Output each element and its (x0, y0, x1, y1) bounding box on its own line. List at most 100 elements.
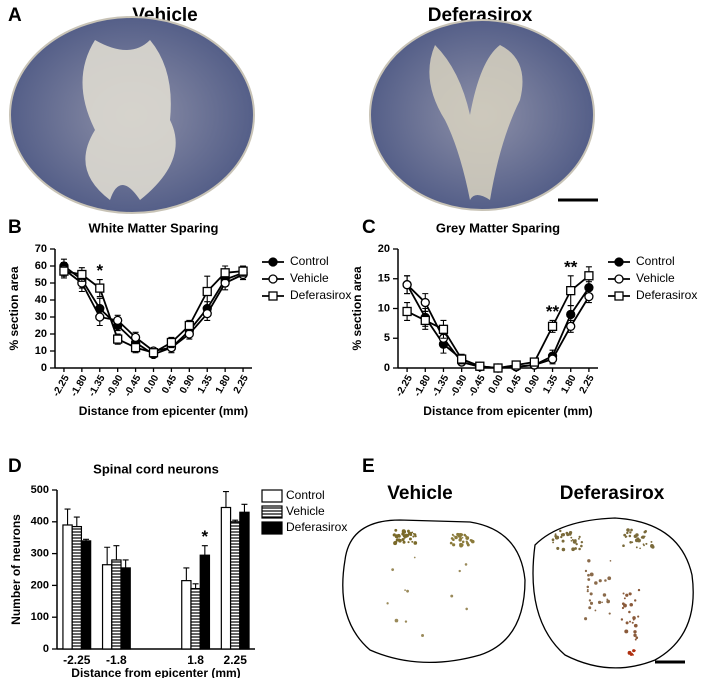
marker (584, 271, 594, 281)
stain-dot (623, 533, 627, 537)
stain-dot (628, 534, 632, 538)
stain-dot (635, 533, 639, 537)
stain-dot (402, 529, 407, 534)
bar (181, 580, 192, 650)
stain-dot (408, 531, 413, 536)
stain-dot (570, 536, 573, 539)
x-tick-label: 0.00 (142, 373, 161, 396)
x-tick-label: 1.8 (187, 653, 204, 667)
x-tick-label: -1.80 (412, 373, 433, 399)
stain-dot (413, 541, 418, 545)
error-bar (104, 546, 111, 565)
x-tick-label: -0.90 (105, 373, 126, 399)
y-tick-label: 0 (41, 362, 47, 374)
stain-dot (578, 535, 581, 538)
stain-dot (450, 537, 454, 540)
x-tick-label: 1.35 (541, 373, 560, 396)
x-tick-label: -1.35 (430, 373, 451, 399)
legend-marker (614, 257, 624, 267)
stain-dot (626, 528, 630, 532)
stain-dot (636, 537, 640, 541)
stain-dot (643, 535, 646, 538)
y-tick-label: 0 (43, 643, 49, 655)
marker (547, 321, 558, 332)
stain-dot (464, 563, 468, 566)
bar (62, 524, 73, 650)
series-line (406, 284, 590, 369)
stain-dot (461, 540, 465, 544)
marker (184, 320, 194, 331)
legend-marker (268, 274, 278, 284)
stain-dot (635, 636, 639, 639)
stain-dot (626, 531, 629, 535)
y-tick-label: 10 (35, 345, 47, 357)
stain-dot (589, 592, 593, 596)
stain-dot (471, 540, 474, 543)
stain-dot (586, 590, 589, 593)
stain-dot (554, 534, 557, 538)
stain-dot (650, 540, 653, 543)
stain-dot (633, 623, 638, 628)
y-tick-label: 70 (35, 243, 47, 255)
stain-dots (386, 528, 655, 656)
legend-label: Control (636, 254, 675, 268)
stain-dot (465, 607, 468, 611)
image-label: Deferasirox (428, 5, 533, 26)
y-tick-label: 5 (384, 332, 390, 344)
y-axis-label: Number of neurons (9, 514, 23, 625)
stain-dot (635, 546, 638, 549)
stain-dot (588, 606, 592, 610)
stain-dot (560, 535, 563, 539)
bar (101, 564, 113, 650)
legend-label: Deferasirox (636, 288, 697, 302)
stain-dot (451, 533, 454, 536)
x-tick-label: -2.25 (63, 653, 91, 667)
legend-label: Vehicle (290, 271, 329, 285)
marker (220, 268, 230, 278)
error-bar (192, 583, 199, 589)
x-tick-label: 1.35 (196, 373, 215, 396)
y-tick-label: 0 (384, 362, 390, 374)
marker (95, 283, 105, 293)
x-tick-label: -0.45 (123, 373, 144, 399)
stain-dot (404, 589, 406, 591)
stain-dot (622, 544, 625, 548)
stain-dot (594, 609, 597, 612)
series-line (63, 265, 244, 356)
y-tick-label: 500 (31, 484, 49, 496)
x-tick-label: 0.90 (523, 373, 542, 396)
stain-dot (589, 572, 594, 577)
stain-dot (450, 594, 454, 598)
y-tick-label: 200 (31, 579, 49, 591)
legend-swatch (261, 505, 283, 519)
stain-dot (465, 536, 470, 540)
legend-marker (614, 274, 624, 284)
stain-dot (628, 610, 631, 614)
significance-marker: * (202, 527, 209, 546)
stain-dot (606, 599, 610, 604)
marker (113, 334, 123, 344)
stain-dot (578, 547, 581, 551)
stain-dot (573, 539, 577, 542)
stain-dot (402, 535, 406, 538)
stain-dot (457, 534, 462, 538)
x-tick-label: 2.25 (578, 373, 597, 396)
stain-dot (602, 593, 607, 597)
x-axis-label: Distance from epicenter (mm) (79, 404, 248, 418)
stain-dot (449, 541, 453, 545)
marker (95, 312, 105, 322)
marker (77, 269, 87, 280)
stain-dot (629, 540, 632, 544)
stain-dot (459, 542, 463, 547)
marker (148, 348, 159, 358)
stain-dot (632, 649, 636, 653)
stain-dot (452, 543, 456, 547)
y-axis-label: % section area (350, 266, 364, 350)
stain-dot (633, 630, 637, 634)
stain-dot (392, 533, 396, 537)
stain-dot (568, 532, 572, 536)
marker (420, 297, 430, 308)
x-tick-label: 0.45 (505, 373, 524, 396)
